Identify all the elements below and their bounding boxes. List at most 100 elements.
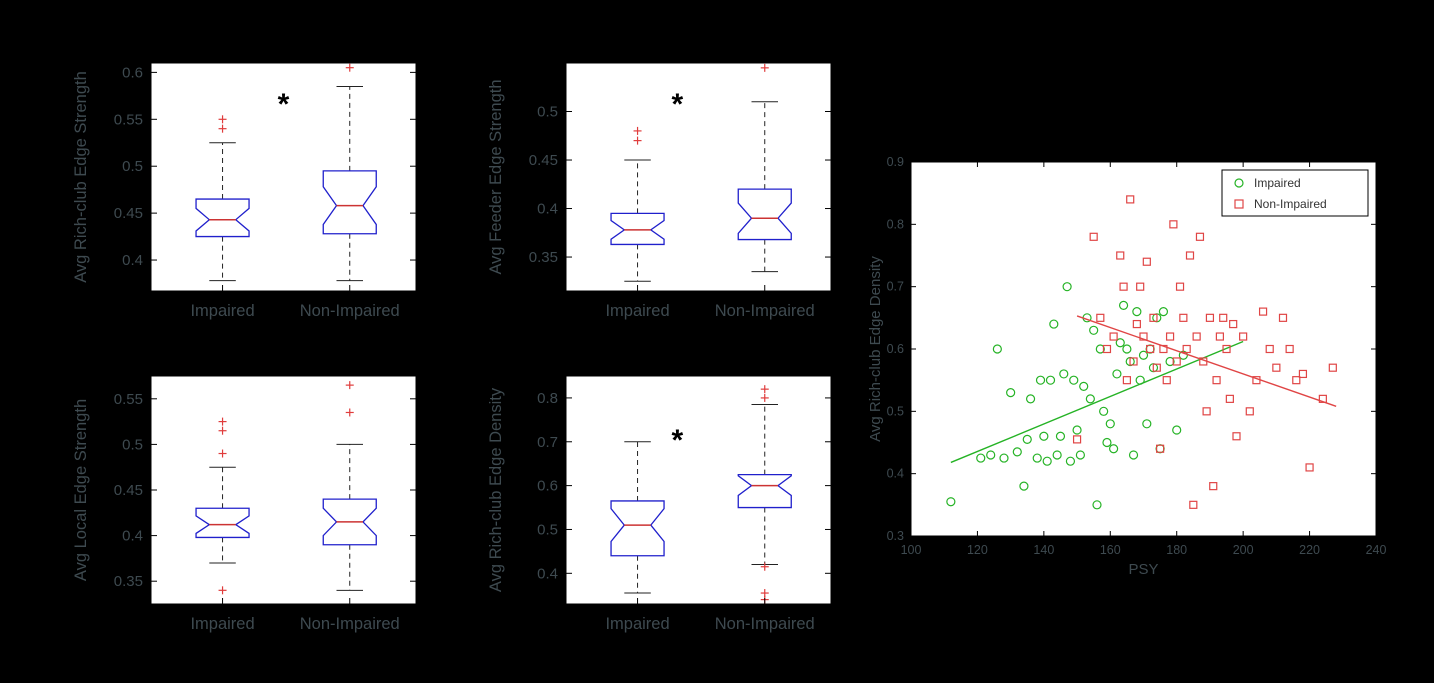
y-tick-label: 0.6 xyxy=(537,478,558,495)
scatter-point xyxy=(1195,232,1205,241)
legend: Impaired Non-Impaired xyxy=(1221,169,1369,217)
scatter-point xyxy=(1045,375,1056,385)
fit-line xyxy=(950,340,1244,464)
category-label: Non-Impaired xyxy=(300,615,400,633)
scatter-point xyxy=(1165,332,1175,341)
scatter-point xyxy=(1285,344,1294,354)
scatter-point xyxy=(1059,369,1069,379)
scatter-point xyxy=(1222,344,1231,354)
box-non-impaired xyxy=(322,63,377,282)
scatter-point xyxy=(1032,453,1042,463)
scatter-point xyxy=(1089,232,1098,241)
scatter-point xyxy=(1162,376,1171,385)
scatter-point xyxy=(1265,344,1274,354)
y-axis-label: Avg Rich-club Edge Strength xyxy=(72,71,90,283)
series-non-impaired xyxy=(1072,195,1337,509)
notched-box xyxy=(322,170,377,235)
y-tick-label: 0.4 xyxy=(537,565,558,582)
x-tick-label: 200 xyxy=(1233,543,1254,557)
notched-box xyxy=(195,198,250,238)
legend-square-icon xyxy=(1234,199,1244,209)
scatter-point xyxy=(1132,319,1141,329)
y-tick-label: 0.3 xyxy=(887,529,904,543)
category-label: Impaired xyxy=(605,615,669,633)
scatter-point xyxy=(1146,344,1155,354)
scatter-point xyxy=(1102,344,1112,354)
scatter-point xyxy=(1119,282,1128,291)
x-axis-label: PSY xyxy=(1128,561,1158,578)
plot-area xyxy=(565,62,832,292)
y-axis-label: Avg Local Edge Strength xyxy=(72,399,90,581)
scatter-point xyxy=(1039,431,1049,441)
y-tick-label: 0.6 xyxy=(122,64,143,81)
scatter-point xyxy=(1175,282,1185,291)
scatter-point xyxy=(1085,394,1095,404)
x-tick-label: 240 xyxy=(1366,543,1387,557)
significance-asterisk: * xyxy=(671,424,683,457)
scatter-point xyxy=(1105,419,1115,429)
scatter-point xyxy=(1292,376,1301,385)
scatter-point xyxy=(1122,376,1131,385)
scatter-point xyxy=(1225,394,1234,403)
y-axis-label: Avg Rich-club Edge Density xyxy=(867,256,884,442)
scatter-point xyxy=(1062,282,1072,292)
scatter-point xyxy=(1099,406,1109,416)
x-tick-label: 120 xyxy=(967,543,988,557)
scatter-point xyxy=(1129,357,1138,366)
scatter-point xyxy=(1049,319,1059,329)
fit-line xyxy=(1076,315,1337,408)
scatter-point xyxy=(999,453,1009,463)
scatter-point xyxy=(1089,325,1099,335)
scatter-point xyxy=(1055,431,1066,441)
x-tick-label: 160 xyxy=(1100,543,1121,557)
y-tick-label: 0.35 xyxy=(529,249,558,266)
scatter-point xyxy=(1112,369,1122,379)
scatter-point xyxy=(1075,450,1085,460)
scatter-point xyxy=(1096,313,1105,322)
scatter-point xyxy=(1212,376,1221,385)
scatter-point xyxy=(1109,332,1118,341)
scatter-point xyxy=(1065,456,1076,466)
boxplot-svg-avg-feeder-edge-strength: 0.35 0.4 0.45 0.5 Avg Feeder Edge Strength Im… xyxy=(487,62,832,320)
scatter-point xyxy=(1019,481,1029,491)
y-tick-label: 0.5 xyxy=(537,104,558,121)
box-non-impaired xyxy=(322,381,377,591)
scatter-point xyxy=(946,497,956,507)
boxplot-avg-rich-club-edge-density: 0.4 0.5 0.6 0.7 0.8 Avg Rich-club Edge Densit… xyxy=(445,328,875,663)
boxplot-svg-avg-rich-club-edge-density: 0.4 0.5 0.6 0.7 0.8 Avg Rich-club Edge Densit… xyxy=(487,375,832,633)
y-tick-label: 0.5 xyxy=(122,436,143,453)
scatter-point xyxy=(1272,363,1281,372)
scatter-point xyxy=(1158,307,1169,317)
y-tick-label: 0.4 xyxy=(887,467,904,481)
scatter-psy-vs-rich-club-density: 100 120 140 160 180 200 220 240 0.3 0.4 0.5 0.6 0.7 0… xyxy=(860,95,1434,615)
scatter-point xyxy=(1192,332,1201,341)
scatter-point xyxy=(1209,482,1218,491)
scatter-point xyxy=(1142,419,1152,429)
scatter-point xyxy=(1278,313,1288,322)
box-impaired xyxy=(610,441,665,594)
legend-label: Impaired xyxy=(1254,176,1301,190)
category-label: Impaired xyxy=(605,302,669,320)
y-tick-label: 0.6 xyxy=(887,342,904,356)
boxplot-avg-feeder-edge-strength: 0.35 0.4 0.45 0.5 Avg Feeder Edge Strength Im… xyxy=(445,15,875,350)
notched-box xyxy=(195,507,250,539)
box-impaired xyxy=(195,417,250,595)
scatter-point xyxy=(1179,313,1188,322)
plot-area xyxy=(150,62,417,292)
y-tick-label: 0.7 xyxy=(537,434,558,451)
y-axis-label: Avg Rich-club Edge Density xyxy=(487,387,505,592)
category-label: Impaired xyxy=(190,302,254,320)
legend-circle-icon xyxy=(1234,178,1244,188)
scatter-point xyxy=(1122,344,1132,354)
scatter-point xyxy=(1305,463,1314,472)
scatter-point xyxy=(1138,350,1149,360)
scatter-point xyxy=(1142,257,1151,266)
scatter-point xyxy=(1069,375,1079,385)
notched-box xyxy=(737,188,792,241)
scatter-point xyxy=(1102,437,1112,448)
category-label: Non-Impaired xyxy=(715,615,815,633)
notched-box xyxy=(610,500,665,557)
y-tick-label: 0.45 xyxy=(529,152,558,169)
y-tick-label: 0.55 xyxy=(114,391,143,408)
